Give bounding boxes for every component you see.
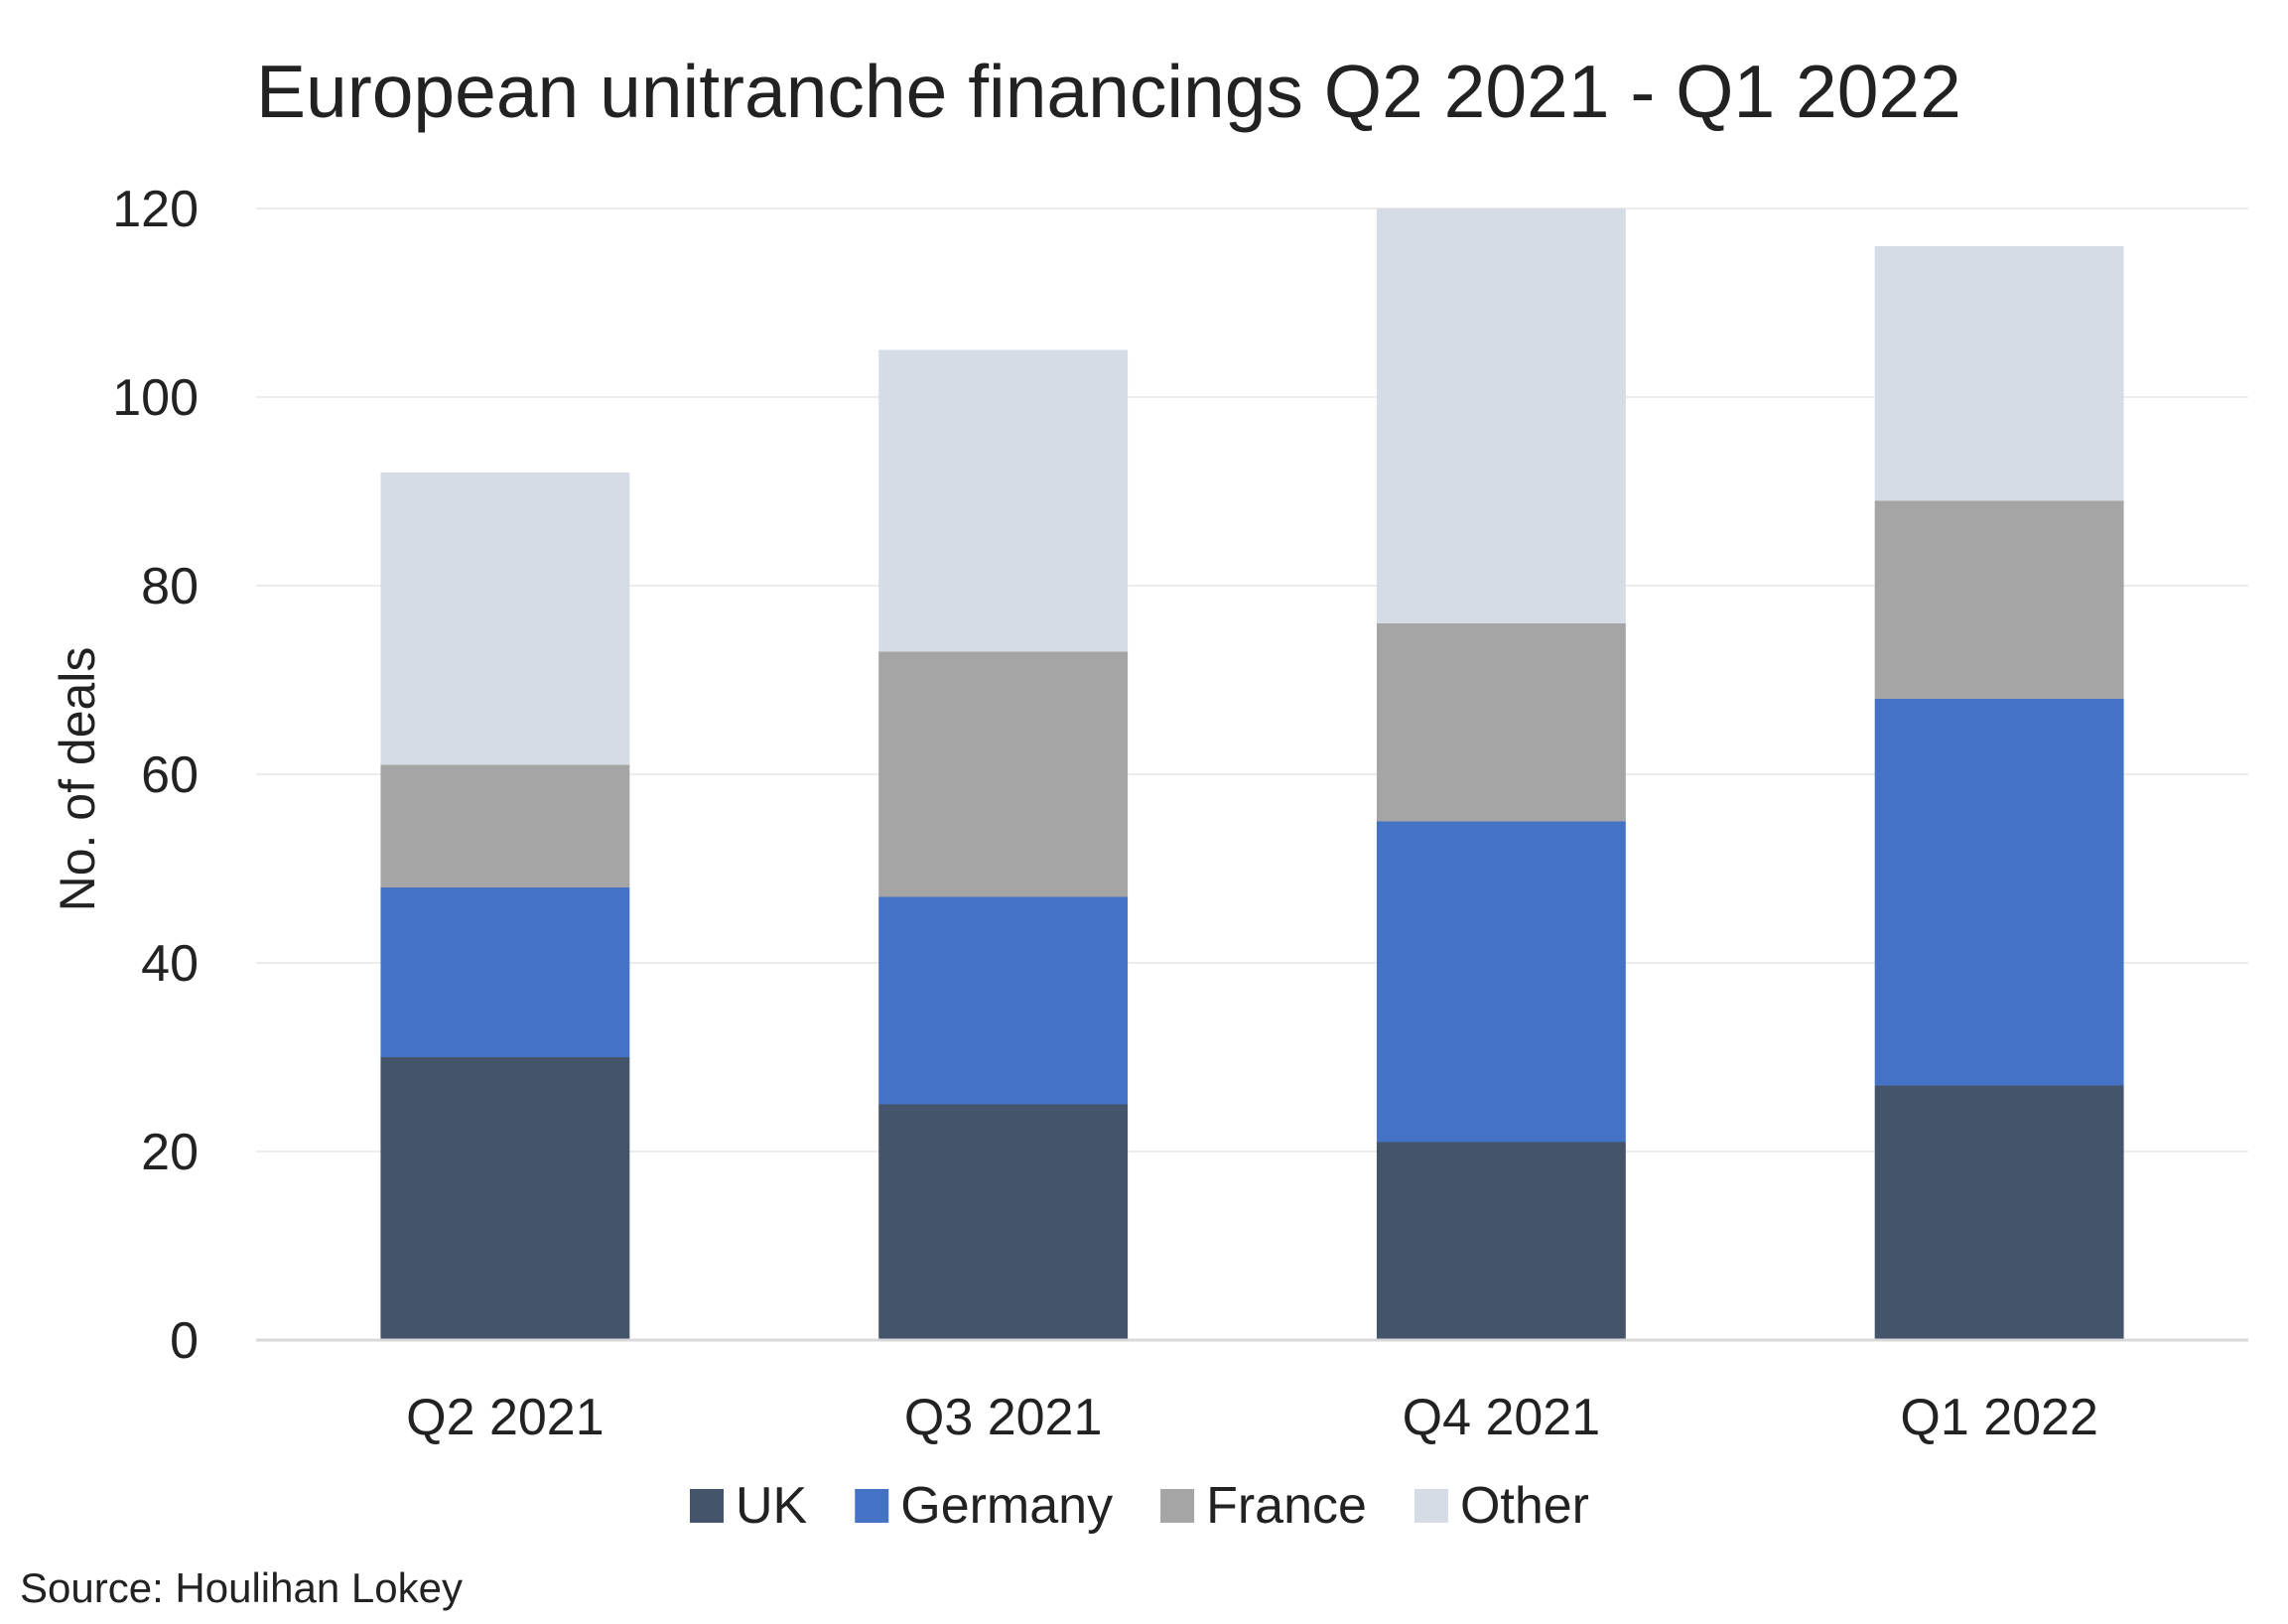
legend-swatch xyxy=(855,1489,889,1523)
legend-swatch xyxy=(1413,1489,1448,1523)
y-tick-label: 120 xyxy=(112,181,199,238)
legend-item-germany: Germany xyxy=(855,1477,1113,1535)
source-note: Source: Houlihan Lokey xyxy=(20,1564,463,1611)
y-tick-label: 20 xyxy=(141,1124,199,1181)
bar-segment-france-q3-2021 xyxy=(878,651,1129,897)
bar-segment-germany-q1-2022 xyxy=(1874,699,2124,1086)
bar-segment-france-q1-2022 xyxy=(1874,500,2124,699)
x-tick-label: Q4 2021 xyxy=(1403,1389,1601,1446)
legend: UK Germany France Other xyxy=(690,1477,1589,1535)
legend-label: UK xyxy=(736,1477,808,1535)
legend-swatch xyxy=(690,1489,724,1523)
bar-segment-germany-q3-2021 xyxy=(878,896,1129,1105)
bar-segment-uk-q2-2021 xyxy=(380,1057,630,1340)
legend-item-uk: UK xyxy=(690,1477,808,1535)
x-tick-label: Q2 2021 xyxy=(406,1389,605,1446)
y-tick-label: 60 xyxy=(141,746,199,804)
legend-item-france: France xyxy=(1160,1477,1367,1535)
legend-swatch xyxy=(1160,1489,1195,1523)
bar-segment-germany-q4-2021 xyxy=(1376,821,1626,1143)
chart-title: European unitranche financings Q2 2021 -… xyxy=(256,50,1961,133)
legend-item-other: Other xyxy=(1413,1477,1589,1535)
y-tick-label: 80 xyxy=(141,558,199,615)
bar-segment-other-q4-2021 xyxy=(1376,208,1626,623)
bar-segment-uk-q1-2022 xyxy=(1874,1085,2124,1340)
legend-label: France xyxy=(1206,1477,1367,1535)
y-tick-label: 0 xyxy=(170,1312,199,1370)
x-tick-label: Q1 2022 xyxy=(1900,1389,2098,1446)
legend-label: Other xyxy=(1460,1477,1589,1535)
y-tick-label: 40 xyxy=(141,935,199,993)
bar-segment-uk-q4-2021 xyxy=(1376,1142,1626,1340)
y-tick-label: 100 xyxy=(112,369,199,427)
x-tick-label: Q3 2021 xyxy=(904,1389,1103,1446)
y-axis-ticks: 0 20 40 60 80 100 120 xyxy=(112,181,199,1370)
bar-segment-other-q3-2021 xyxy=(878,349,1129,652)
bar-segment-germany-q2-2021 xyxy=(380,887,630,1057)
bar-segment-france-q4-2021 xyxy=(1376,623,1626,822)
x-axis-ticks: Q2 2021 Q3 2021 Q4 2021 Q1 2022 xyxy=(406,1389,2098,1446)
bar-segment-uk-q3-2021 xyxy=(878,1104,1129,1340)
bar-segment-france-q2-2021 xyxy=(380,764,630,887)
bar-segment-other-q1-2022 xyxy=(1874,246,2124,501)
bars xyxy=(380,208,2124,1340)
y-axis-title: No. of deals xyxy=(50,647,105,912)
legend-label: Germany xyxy=(900,1477,1113,1535)
bar-segment-other-q2-2021 xyxy=(380,473,630,765)
